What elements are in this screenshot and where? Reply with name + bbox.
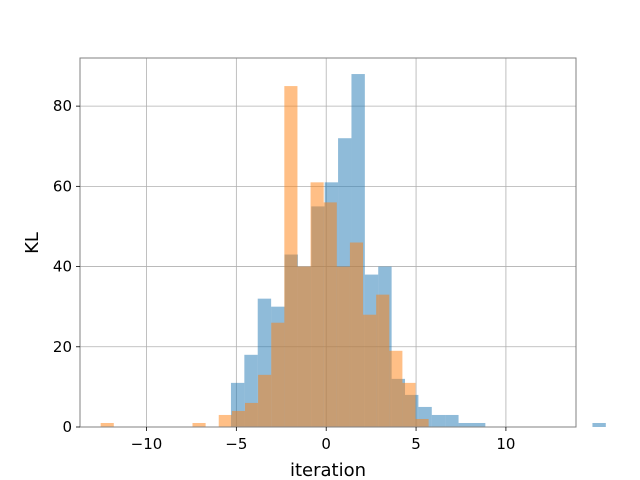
axis-ticks: −10 −5 0 5 10 0 20 40 60 80 [53, 97, 516, 453]
y-tick-label: 0 [62, 418, 72, 436]
histogram-bar-series-2 [310, 182, 324, 427]
histogram-bar-series-2 [284, 86, 298, 428]
histogram-bar-series-2 [258, 374, 272, 427]
histogram-bar-series-2 [244, 402, 259, 427]
y-tick-label: 80 [53, 97, 72, 115]
histogram-bar-series-1 [431, 414, 446, 427]
histogram-bar-series-2 [323, 202, 337, 427]
histogram-bar-series-2 [402, 382, 416, 427]
y-tick-label: 60 [53, 177, 72, 195]
x-axis-label: iteration [290, 460, 366, 480]
histogram-bar-series-2 [100, 422, 114, 427]
histogram-bar-series-2 [349, 242, 364, 427]
x-tick-label: −10 [131, 435, 163, 453]
histogram-bar-series-2 [297, 266, 311, 427]
histogram-bar-series-1 [471, 422, 486, 427]
histogram-bar-series-1 [592, 422, 606, 427]
histogram-bar-series-2 [231, 410, 245, 427]
histogram-bar-series-2 [271, 322, 285, 427]
plot-frame [79, 57, 577, 428]
x-tick-label: 5 [411, 435, 421, 453]
x-tick-label: 0 [321, 435, 331, 453]
histogram-bar-series-2 [336, 266, 350, 427]
histogram-bar-series-2 [389, 350, 403, 427]
histogram-bar-series-2 [376, 294, 390, 427]
histogram-bars [100, 74, 606, 428]
y-tick-label: 20 [53, 338, 72, 356]
histogram-bar-series-2 [192, 422, 206, 427]
histogram-bar-series-2 [218, 414, 232, 427]
y-tick-label: 40 [53, 258, 72, 276]
histogram-bar-series-1 [458, 422, 472, 427]
x-tick-label: 10 [496, 435, 515, 453]
histogram-bar-series-1 [445, 414, 459, 427]
histogram-bar-series-2 [415, 418, 429, 427]
y-axis-label: KL [22, 232, 43, 254]
x-tick-label: −5 [225, 435, 247, 453]
histogram-bar-series-2 [363, 314, 377, 427]
